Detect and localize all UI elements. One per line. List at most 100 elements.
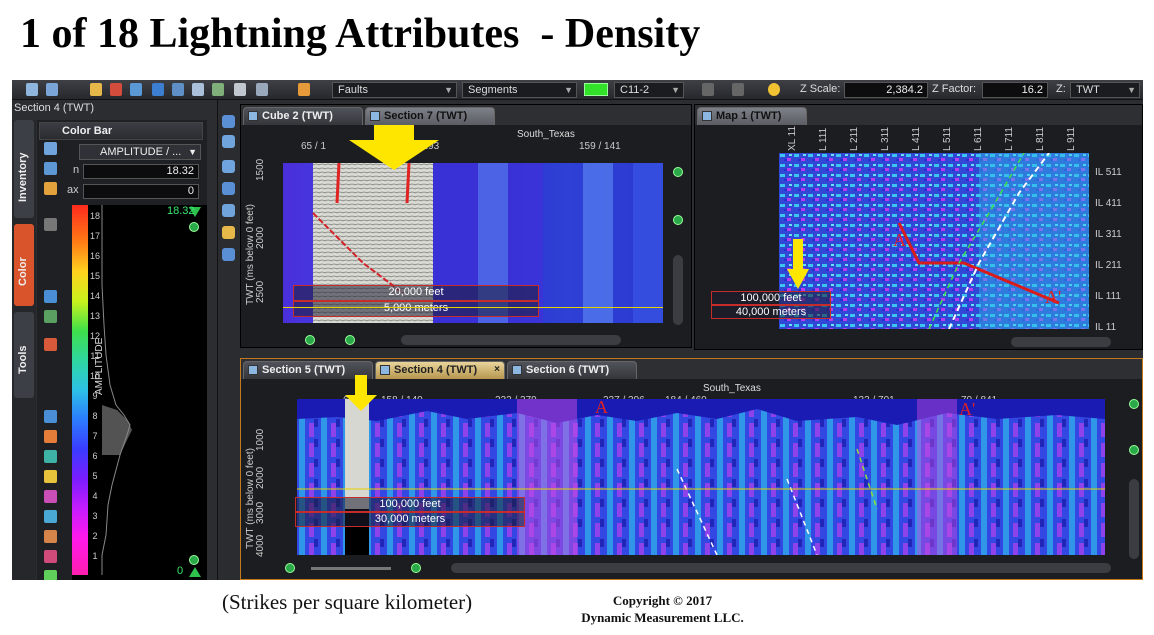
colorbar-tick: 17 <box>89 231 100 241</box>
domain-combo[interactable]: TWT ▼ <box>1070 82 1140 98</box>
map-crossline-label: L 911 <box>1066 127 1077 151</box>
section-plot-title: South_Texas <box>703 383 761 394</box>
zoom-out-icon[interactable] <box>189 555 199 565</box>
redo-icon[interactable] <box>732 83 744 96</box>
home-icon[interactable] <box>222 204 235 217</box>
undo-icon[interactable] <box>702 83 714 96</box>
zoom-out-h-icon[interactable] <box>285 563 295 573</box>
pick-icon[interactable] <box>130 83 142 96</box>
zoom-icon[interactable] <box>222 160 235 173</box>
split-icon[interactable] <box>44 410 57 423</box>
tab-cube-2[interactable]: Cube 2 (TWT) <box>243 107 363 125</box>
tab-color[interactable]: Color <box>14 224 34 306</box>
colorbar-gradient[interactable] <box>72 205 88 575</box>
zoom-in-h-icon[interactable] <box>411 563 421 573</box>
map-inline-label: IL 11 <box>1095 322 1117 333</box>
colorbar-bottom-value: 0 <box>177 565 184 577</box>
annotation-icon[interactable] <box>256 83 268 96</box>
sun-icon[interactable] <box>768 83 780 96</box>
segments-combo[interactable]: Segments ▼ <box>462 82 577 98</box>
min-label: ax <box>67 184 79 196</box>
section-window-tabs: Section 5 (TWT) Section 4 (TWT) × Section… <box>241 359 1142 379</box>
zoom-fit-icon[interactable] <box>222 135 235 148</box>
rotate-icon[interactable] <box>222 182 235 195</box>
flip-icon[interactable] <box>44 290 57 303</box>
min-value-field[interactable]: 0 <box>83 184 199 199</box>
cube-hscroll[interactable] <box>401 335 621 345</box>
tab-section-4[interactable]: Section 4 (TWT) × <box>375 361 505 379</box>
colorbar-tick: 9 <box>92 391 98 401</box>
pencil-icon[interactable] <box>298 83 310 96</box>
grid-icon[interactable] <box>222 226 235 239</box>
section-zoom-slider[interactable] <box>311 567 391 570</box>
pointer-icon[interactable] <box>110 83 122 96</box>
tab-section-5-label: Section 5 (TWT) <box>262 364 346 376</box>
map-icon <box>702 111 712 121</box>
colormap-icon-5[interactable] <box>44 510 57 523</box>
gradient-icon[interactable] <box>44 338 57 351</box>
save-icon[interactable] <box>26 83 38 96</box>
zoom-in-icon[interactable] <box>1129 399 1139 409</box>
horizon-color-swatch[interactable] <box>584 83 608 96</box>
section-vscroll[interactable] <box>1129 479 1139 559</box>
list-icon[interactable] <box>44 142 57 155</box>
copyright-line-1: Copyright © 2017 <box>612 593 713 608</box>
measure-icon[interactable] <box>222 248 235 261</box>
zoom-out-h-icon[interactable] <box>305 335 315 345</box>
cube-top-label-3: 159 / 141 <box>579 141 621 152</box>
horizon-combo-label: C11-2 <box>620 84 650 96</box>
colormap-icon-6[interactable] <box>44 530 57 543</box>
attribute-combo[interactable]: AMPLITUDE / ... ▼ <box>79 144 201 160</box>
colormap-icon-4[interactable] <box>44 490 57 503</box>
histogram-icon[interactable] <box>44 310 57 323</box>
map-crossline-label: XL 11 <box>787 125 798 151</box>
colorbar-top-marker[interactable] <box>189 207 201 217</box>
move-icon[interactable] <box>172 83 184 96</box>
section-y-tick-4: 4000 <box>255 534 266 557</box>
colorbar-toolstrip <box>42 140 62 580</box>
cube-vscroll[interactable] <box>673 255 683 325</box>
measure-icon[interactable] <box>152 83 164 96</box>
max-label: n <box>73 164 80 176</box>
print-icon[interactable] <box>192 83 204 96</box>
section-scale-meters: 30,000 meters <box>295 512 525 527</box>
colormap-icon-3[interactable] <box>44 470 57 483</box>
zscale-field[interactable]: 2,384.2 <box>844 82 928 98</box>
pan-icon[interactable] <box>222 115 235 128</box>
tab-section-5[interactable]: Section 5 (TWT) <box>243 361 373 379</box>
zoom-in-icon[interactable] <box>673 167 683 177</box>
zfactor-field[interactable]: 16.2 <box>982 82 1048 98</box>
section-hscroll[interactable] <box>451 563 1111 573</box>
cube-y-tick-3: 2500 <box>255 280 266 303</box>
open-icon[interactable] <box>46 83 58 96</box>
colormap-icon-7[interactable] <box>44 550 57 563</box>
section-plot[interactable] <box>297 399 1105 555</box>
tab-map-1-label: Map 1 (TWT) <box>716 110 782 122</box>
screenshot-icon[interactable] <box>234 83 246 96</box>
colorbar-bottom-marker[interactable] <box>189 567 201 577</box>
map-hscroll[interactable] <box>1011 337 1111 347</box>
max-value-field[interactable]: 18.32 <box>83 164 199 179</box>
zoom-in-icon[interactable] <box>189 222 199 232</box>
colormap-icon-8[interactable] <box>44 570 57 580</box>
horizon-combo[interactable]: C11-2 ▼ <box>614 82 684 98</box>
faults-combo[interactable]: Faults ▼ <box>332 82 457 98</box>
refresh-icon[interactable] <box>44 162 57 175</box>
zoom-out-icon[interactable] <box>1129 445 1139 455</box>
folder-icon[interactable] <box>90 83 102 96</box>
tab-map-1[interactable]: Map 1 (TWT) <box>697 107 807 125</box>
undo-icon[interactable] <box>44 218 57 231</box>
zoom-in-h-icon[interactable] <box>345 335 355 345</box>
tab-tools[interactable]: Tools <box>14 312 34 398</box>
tab-section-7[interactable]: Section 7 (TWT) <box>365 107 495 125</box>
tab-section-6[interactable]: Section 6 (TWT) <box>507 361 637 379</box>
attribute-row: AMPLITUDE / ... ▼ <box>39 144 203 160</box>
close-icon[interactable]: × <box>494 364 500 375</box>
tab-tools-label: Tools <box>17 345 29 374</box>
colormap-icon-2[interactable] <box>44 450 57 463</box>
tab-inventory[interactable]: Inventory <box>14 120 34 218</box>
palette-icon[interactable] <box>44 182 57 195</box>
colormap-icon-1[interactable] <box>44 430 57 443</box>
zoom-out-icon[interactable] <box>673 215 683 225</box>
layers-icon[interactable] <box>212 83 224 96</box>
